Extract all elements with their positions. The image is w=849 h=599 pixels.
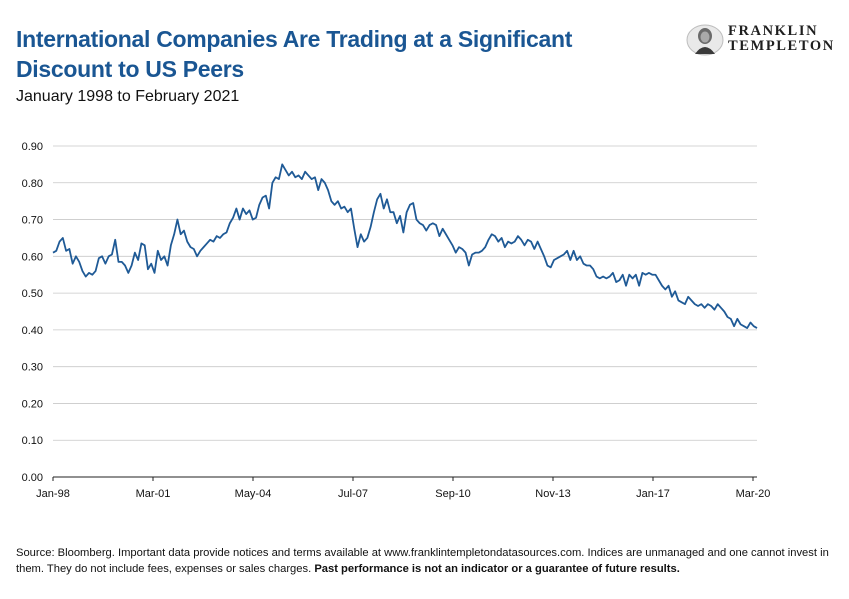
y-tick-label: 0.60 [22, 251, 43, 263]
y-axis-tick-labels: 0.00 0.10 0.20 0.30 0.40 0.50 0.60 0.70 0.80 0.90 [22, 141, 43, 484]
chart-title-line-1: International Companies Are Trading at a… [16, 26, 573, 52]
y-tick-label: 0.40 [22, 325, 43, 337]
y-tick-label: 0.70 [22, 215, 43, 227]
line-chart: 0.00 0.10 0.20 0.30 0.40 0.50 0.60 0.70 0.80 0.90… [22, 141, 771, 500]
y-tick-label: 0.20 [22, 398, 43, 410]
logo-wordmark: FRANKLIN TEMPLETON [728, 24, 835, 54]
franklin-templeton-logo: FRANKLIN TEMPLETON [686, 24, 836, 58]
x-tick-label: May-04 [235, 488, 272, 500]
disclaimer-bold: Past performance is not an indicator or … [314, 563, 680, 575]
y-tick-label: 0.10 [22, 435, 43, 447]
x-tick-label: Mar-01 [136, 488, 171, 500]
x-axis-tick-labels: Jan-98 Mar-01 May-04 Jul-07 Sep-10 Nov-13 Jan-… [36, 477, 770, 500]
chart-subtitle: January 1998 to February 2021 [16, 88, 240, 105]
chart-title: International Companies Are Trading at a… [16, 24, 656, 84]
x-tick-label: Sep-10 [435, 488, 470, 500]
y-tick-label: 0.80 [22, 178, 43, 190]
series-line [52, 163, 758, 329]
logo-line-1: FRANKLIN [728, 23, 819, 39]
x-tick-label: Jul-07 [338, 488, 368, 500]
y-tick-label: 0.30 [22, 362, 43, 374]
source-note: Source: Bloomberg. Important data provid… [16, 545, 836, 577]
x-tick-label: Mar-20 [736, 488, 771, 500]
y-tick-label: 0.50 [22, 288, 43, 300]
x-tick-label: Nov-13 [535, 488, 570, 500]
x-tick-label: Jan-17 [636, 488, 670, 500]
y-tick-label: 0.00 [22, 472, 43, 484]
logo-line-2: TEMPLETON [728, 38, 835, 54]
y-tick-label: 0.90 [22, 141, 43, 153]
x-tick-label: Jan-98 [36, 488, 70, 500]
chart-title-line-2: Discount to US Peers [16, 56, 244, 82]
gridlines [53, 145, 757, 478]
benjamin-franklin-portrait-icon [686, 24, 724, 56]
source-text: Source: Bloomberg. Important data provid… [16, 547, 829, 575]
